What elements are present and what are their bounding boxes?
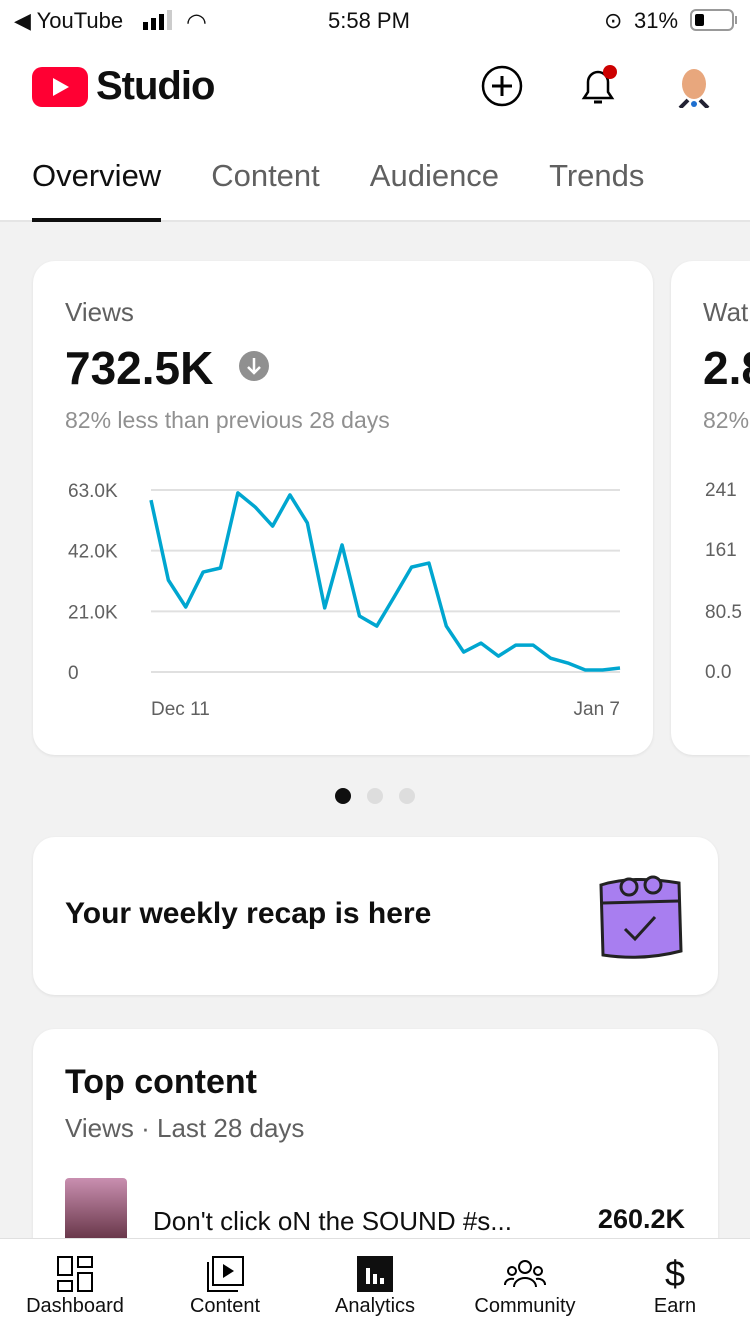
bell-icon: [581, 65, 617, 104]
watch-time-card[interactable]: Wat 2.8 82% 241 161 80.5 0.0: [671, 261, 750, 755]
avatar-icon: [678, 69, 710, 108]
tab-audience[interactable]: Audience: [369, 158, 500, 193]
views-line: [149, 491, 621, 672]
nav-label: Dashboard: [26, 1295, 124, 1317]
views-chart: 63.0K 42.0K 21.0K 0 Dec 11 Jan 7: [68, 481, 621, 720]
youtube-logo-icon: [32, 66, 88, 107]
tab-trends[interactable]: Trends: [549, 158, 645, 193]
watch-y-tick: 80.5: [705, 602, 742, 623]
battery-percent: 31%: [634, 8, 679, 33]
back-to-app[interactable]: ◀ YouTube: [14, 8, 124, 33]
plus-circle-icon: [481, 65, 523, 107]
back-app-label: YouTube: [36, 8, 124, 33]
y-tick-label: 63.0K: [68, 481, 118, 502]
tab-content[interactable]: Content: [211, 158, 320, 193]
community-icon: [504, 1260, 546, 1288]
y-tick-label: 42.0K: [68, 542, 118, 563]
rotation-lock-icon: ⊙: [604, 8, 623, 33]
carousel-dot[interactable]: [367, 788, 383, 804]
nav-dashboard[interactable]: Dashboard: [0, 1239, 150, 1334]
watch-y-tick: 241: [705, 480, 737, 501]
video-views: 260.2K: [597, 1204, 685, 1234]
carousel-dot[interactable]: [399, 788, 415, 804]
top-content-item[interactable]: Don't click oN the SOUND #s... 260.2K: [65, 1178, 685, 1248]
analytics-icon: [357, 1256, 393, 1292]
dashboard-icon: [57, 1256, 93, 1292]
tab-overview[interactable]: Overview: [32, 152, 162, 222]
nav-label: Analytics: [334, 1295, 416, 1317]
nav-label: Community: [474, 1295, 576, 1317]
recap-text: Your weekly recap is here: [65, 897, 432, 930]
top-content-subtitle: Views · Last 28 days: [65, 1113, 305, 1143]
nav-analytics[interactable]: Analytics: [300, 1239, 450, 1334]
y-tick-label: 0: [68, 663, 79, 684]
views-value: 732.5K: [65, 342, 214, 394]
x-tick-label: Dec 11: [151, 699, 210, 720]
calendar-check-icon: [599, 875, 683, 959]
nav-label: Earn: [653, 1295, 697, 1317]
watch-label: Wat: [703, 297, 749, 327]
watch-y-tick: 161: [705, 540, 737, 561]
carousel-dot[interactable]: [335, 788, 351, 804]
studio-logo: Studio: [32, 64, 215, 109]
nav-earn[interactable]: $ Earn: [600, 1239, 750, 1334]
video-title: Don't click oN the SOUND #s...: [153, 1206, 512, 1236]
bottom-nav: Dashboard Content Analytics Community $ E…: [0, 1238, 750, 1334]
x-tick-label: Jan 7: [574, 699, 620, 720]
app-header: Studio Overview Content Audience Trends: [0, 40, 750, 222]
watch-comparison: 82%: [703, 407, 750, 433]
notifications-button[interactable]: [576, 64, 620, 108]
wifi-icon: ◠: [186, 9, 207, 36]
dollar-icon: $: [664, 1253, 686, 1294]
nav-label: Content: [189, 1295, 261, 1317]
views-comparison: 82% less than previous 28 days: [65, 407, 390, 433]
signal-icon: [143, 10, 177, 36]
create-button[interactable]: [480, 64, 524, 108]
top-content-title: Top content: [65, 1063, 257, 1101]
weekly-recap-card[interactable]: Your weekly recap is here: [33, 837, 718, 995]
content-icon: [207, 1256, 244, 1292]
y-tick-label: 21.0K: [68, 602, 118, 623]
arrow-down-icon: [239, 351, 269, 381]
logo-text: Studio: [96, 64, 215, 108]
battery-icon: [690, 9, 738, 37]
tab-bar: Overview Content Audience Trends: [0, 152, 662, 222]
clock: 5:58 PM: [328, 8, 410, 33]
nav-content[interactable]: Content: [150, 1239, 300, 1334]
carousel-indicator: [335, 788, 415, 804]
account-avatar[interactable]: [672, 64, 716, 108]
watch-value: 2.8: [703, 342, 750, 394]
views-card[interactable]: Views 732.5K 82% less than previous 28 d…: [33, 261, 653, 755]
status-bar: ◀ YouTube ◠ 5:58 PM ⊙ 31%: [0, 0, 750, 40]
views-label: Views: [65, 297, 134, 327]
video-thumbnail: [65, 1178, 127, 1248]
nav-community[interactable]: Community: [450, 1239, 600, 1334]
watch-y-tick: 0.0: [705, 662, 732, 683]
